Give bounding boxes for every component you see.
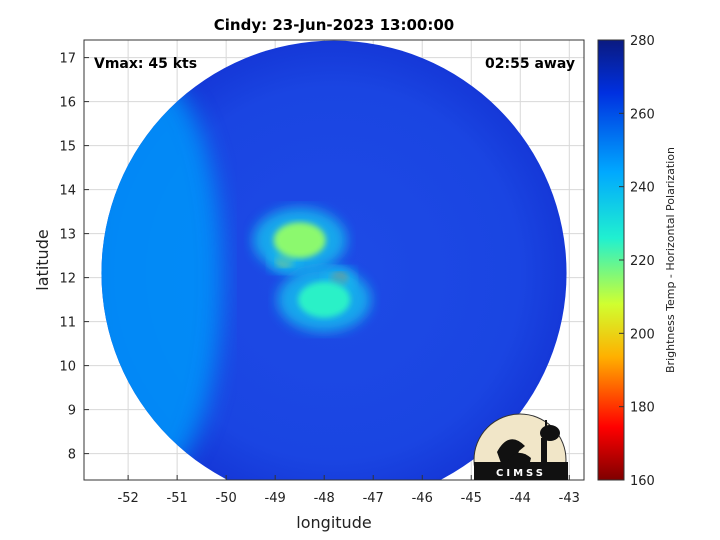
time-away-annotation: 02:55 away (485, 56, 575, 72)
colorbar-tick-label: 180 (630, 401, 655, 416)
colorbar-label: Brightness Temp - Horizontal Polarizatio… (664, 147, 677, 373)
colorbar-tick-label: 160 (630, 474, 655, 489)
y-tick-label: 14 (59, 184, 76, 199)
y-tick-label: 11 (59, 316, 76, 331)
x-tick-label: -45 (461, 491, 482, 506)
x-tick-label: -43 (559, 491, 580, 506)
x-tick-label: -52 (118, 491, 139, 506)
x-tick-label: -49 (265, 491, 286, 506)
y-ticks: 8 9 10 11 12 13 14 15 16 17 (59, 52, 89, 463)
chart-title: Cindy: 23-Jun-2023 13:00:00 (214, 16, 454, 34)
x-tick-label: -44 (510, 491, 531, 506)
cimss-logo: CIMSS (473, 413, 568, 480)
y-tick-label: 15 (59, 140, 76, 155)
x-tick-label: -50 (216, 491, 237, 506)
x-ticks: -52 -51 -50 -49 -48 -47 -46 -45 -44 -43 (118, 475, 580, 506)
logo-text: CIMSS (496, 468, 546, 479)
colorbar-tick-label: 220 (630, 254, 655, 269)
axes-box (83, 39, 585, 481)
colorbar-tick-label: 240 (630, 181, 655, 196)
x-tick-label: -51 (167, 491, 188, 506)
y-tick-label: 16 (59, 96, 76, 111)
y-tick-label: 9 (68, 404, 76, 419)
y-tick-label: 10 (59, 360, 76, 375)
rainband (273, 222, 326, 259)
x-axis-label: longitude (296, 513, 371, 532)
swath-image (101, 40, 567, 480)
x-tick-label: -46 (412, 491, 433, 506)
colorbar-tick-label: 200 (630, 327, 655, 342)
colorbar-tick-label: 280 (630, 34, 655, 49)
features (252, 207, 371, 332)
y-tick-label: 17 (59, 52, 76, 67)
y-axis-label: latitude (33, 229, 52, 290)
colorbar-ticks: 160 180 200 220 240 260 280 (619, 34, 655, 489)
y-tick-label: 13 (59, 228, 76, 243)
rainband (298, 281, 351, 318)
y-tick-label: 12 (59, 272, 76, 287)
x-tick-label: -47 (363, 491, 384, 506)
y-tick-label: 8 (68, 448, 76, 463)
x-tick-label: -48 (314, 491, 335, 506)
colorbar-tick-label: 260 (630, 107, 655, 122)
vmax-annotation: Vmax: 45 kts (94, 56, 197, 72)
